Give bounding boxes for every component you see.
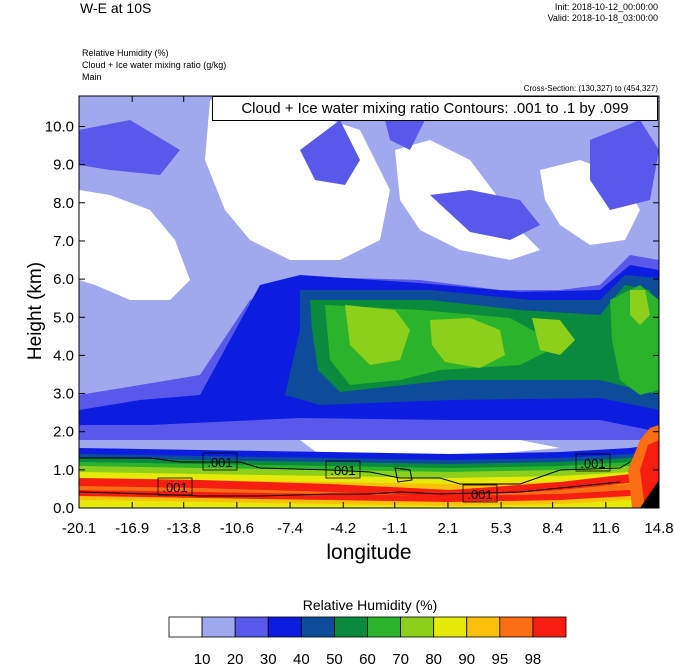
- legend-level-label: 70: [392, 651, 409, 667]
- legend-swatch: [367, 616, 401, 638]
- legend-level-label: 20: [227, 651, 244, 667]
- y-tick-label: 0.0: [53, 500, 74, 517]
- field-label-cloud-ice: Cloud + Ice water mixing ratio (g/kg): [82, 60, 227, 70]
- contour-info-box: Cloud + Ice water mixing ratio Contours:…: [212, 96, 658, 121]
- rh-region: [79, 120, 180, 175]
- rh-region: [300, 120, 360, 185]
- contour-label-box: [462, 484, 498, 503]
- color-legend: 10 20 30 40 50 60 70 80 90 95 98: [168, 616, 567, 667]
- x-tick-label: -10.6: [220, 520, 254, 537]
- rh-region: [430, 190, 540, 240]
- contour-label: .001: [467, 487, 492, 502]
- y-tick-label: 1.0: [53, 462, 74, 479]
- field-label-main: Main: [82, 72, 102, 82]
- rh-dry-region: [79, 190, 190, 300]
- legend-level-label: 50: [326, 651, 343, 667]
- y-tick-label: 7.0: [53, 233, 74, 250]
- y-tick-label: 10.0: [45, 119, 74, 136]
- contour-label-box: [325, 460, 361, 479]
- legend-swatch: [499, 616, 534, 638]
- contour-line: [79, 457, 631, 485]
- contour-label: .001: [580, 456, 605, 471]
- x-tick-label: 5.3: [491, 520, 512, 537]
- rh-low-band: [79, 470, 659, 497]
- legend-swatch: [300, 616, 335, 638]
- legend-swatch: [267, 616, 302, 638]
- legend-title: Relative Humidity (%): [302, 597, 438, 613]
- legend-swatch: [433, 616, 468, 638]
- x-tick-label: -13.8: [167, 520, 201, 537]
- rh-field: [79, 96, 659, 508]
- plot-area: .001 .001 .001 .001 .001: [79, 96, 659, 508]
- y-tick-label: 8.0: [53, 195, 74, 212]
- contour-label: .001: [162, 480, 187, 495]
- rh-region: [345, 305, 410, 365]
- legend-swatch: [532, 616, 567, 638]
- y-axis-label: Height (km): [25, 261, 46, 361]
- legend-level-label: 40: [293, 651, 310, 667]
- y-tick-label: 6.0: [53, 271, 74, 288]
- x-tick-label: 8.4: [542, 520, 563, 537]
- legend-level-label: 30: [260, 651, 277, 667]
- legend-swatch: [168, 616, 203, 638]
- y-tick-label: 9.0: [53, 157, 74, 174]
- legend-swatch: [466, 616, 501, 638]
- x-tick-label: 14.8: [644, 520, 673, 537]
- y-tick-label: 2.0: [53, 424, 74, 441]
- contour-label: .001: [207, 455, 232, 470]
- legend-level-label: 60: [359, 651, 376, 667]
- chart-title: W-E at 10S: [80, 0, 152, 16]
- legend-swatch: [400, 616, 435, 638]
- x-tick-label: -20.1: [62, 520, 96, 537]
- legend-swatch: [334, 616, 368, 638]
- legend-swatch: [234, 616, 269, 638]
- rh-region: [532, 318, 575, 355]
- contour-label: .001: [330, 463, 355, 478]
- x-tick-label: 11.6: [592, 520, 620, 537]
- rh-region: [630, 290, 650, 325]
- contour-label-box: [202, 452, 238, 471]
- y-tick-label: 3.0: [53, 386, 74, 403]
- x-tick-label: -1.1: [382, 520, 408, 537]
- y-tick-label: 4.0: [53, 347, 74, 364]
- contour-label-box: [575, 453, 611, 472]
- x-tick-label: -16.9: [115, 520, 149, 537]
- rh-low-band: [79, 496, 659, 508]
- init-time: Init: 2018-10-12_00:00:00: [554, 2, 658, 12]
- y-tick-label: 5.0: [53, 309, 74, 326]
- terrain: [640, 480, 659, 508]
- legend-level-label: 10: [194, 651, 211, 667]
- legend-swatch: [201, 616, 236, 638]
- legend-level-label: 98: [525, 651, 542, 667]
- field-label-rh: Relative Humidity (%): [82, 48, 169, 58]
- valid-time: Valid: 2018-10-18_03:00:00: [547, 13, 658, 23]
- legend-level-label: 90: [458, 651, 475, 667]
- legend-level-label: 80: [425, 651, 442, 667]
- contour-line: [394, 467, 413, 483]
- cross-section-label: Cross-Section: (130,327) to (454,327): [523, 84, 658, 93]
- x-axis-label: longitude: [326, 541, 412, 564]
- contour-label-box: [157, 477, 193, 496]
- x-tick-label: -7.4: [277, 520, 303, 537]
- x-tick-label: 2.1: [438, 520, 459, 537]
- x-tick-label: -4.2: [330, 520, 356, 537]
- rh-region: [590, 120, 659, 210]
- rh-region: [430, 318, 505, 368]
- legend-level-label: 95: [491, 651, 508, 667]
